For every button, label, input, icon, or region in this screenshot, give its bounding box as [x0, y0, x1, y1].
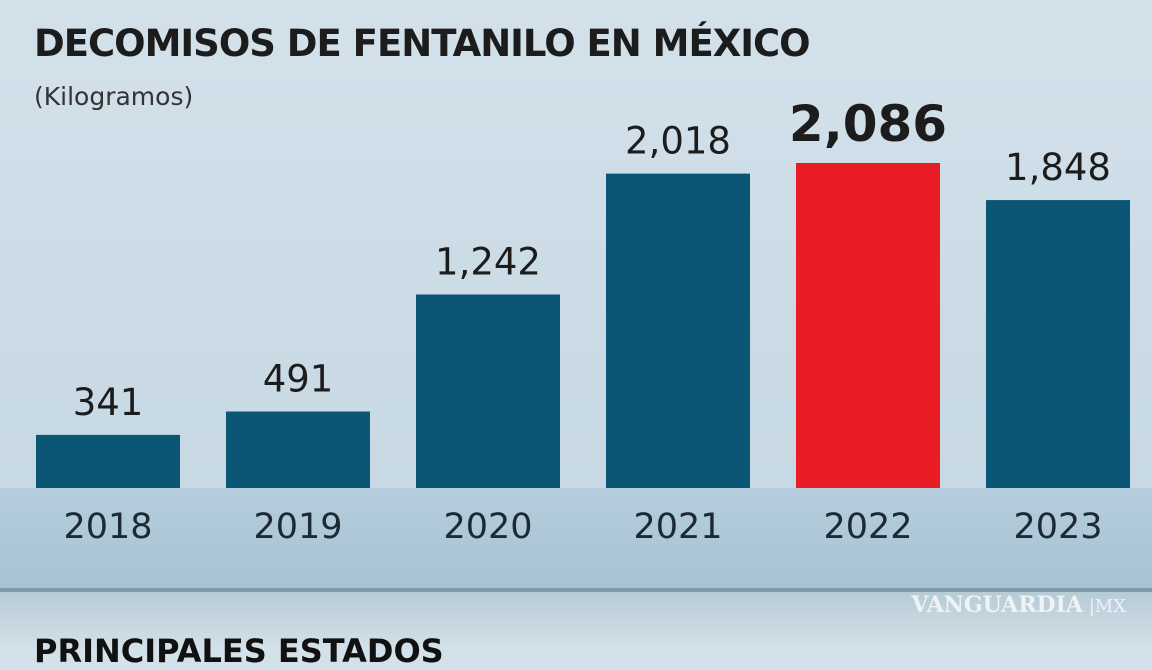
x-tick-label: 2022 [823, 507, 912, 547]
bar-2019 [226, 411, 370, 488]
x-tick-label: 2020 [443, 507, 532, 547]
x-tick-label: 2019 [253, 507, 342, 547]
bar-2022 [796, 163, 940, 488]
x-tick-label: 2021 [633, 507, 722, 547]
axis-band [0, 488, 1152, 588]
x-tick-label: 2018 [63, 507, 152, 547]
value-label: 341 [73, 381, 144, 424]
bar-2020 [416, 294, 560, 488]
lower-section [0, 592, 1152, 648]
bar-2023 [986, 200, 1130, 488]
divider [0, 588, 1152, 592]
bar-2018 [36, 434, 180, 488]
value-label: 491 [263, 358, 334, 401]
watermark-logo: VANGUARDIA |MX [911, 592, 1126, 618]
bar-2021 [606, 173, 750, 489]
value-label: 1,242 [435, 240, 541, 283]
value-label: 1,848 [1005, 146, 1111, 189]
value-label: 2,018 [625, 120, 731, 163]
chart-title: DECOMISOS DE FENTANILO EN MÉXICO [34, 22, 811, 65]
value-label: 2,086 [789, 95, 947, 153]
bar-chart: 341 2018 491 2019 1,242 2020 2,018 2021 2,086 202… [36, 95, 1130, 547]
x-tick-label: 2023 [1013, 507, 1102, 547]
chart-subtitle: (Kilogramos) [34, 82, 194, 111]
